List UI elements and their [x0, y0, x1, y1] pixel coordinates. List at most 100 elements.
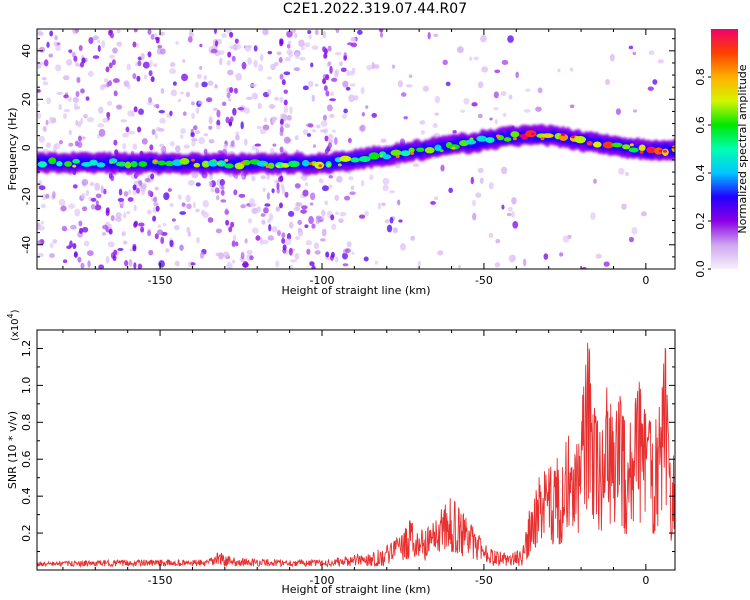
spectrogram-speckle — [340, 67, 347, 72]
spectrogram-speckle — [307, 123, 314, 128]
spectrogram-speckle — [410, 235, 416, 241]
spectrogram-streak — [147, 190, 152, 197]
spectrogram-streak — [229, 31, 234, 38]
spectrogram-speckle — [52, 191, 56, 199]
spectrogram-speckle — [142, 61, 150, 69]
spectrogram-speckle — [85, 189, 90, 196]
spectrogram-speckle — [160, 88, 165, 94]
spectrogram-speckle — [302, 128, 309, 136]
spectrogram-speckle — [515, 71, 519, 79]
spectrogram-streak — [77, 135, 82, 142]
spectrogram-speckle — [271, 117, 276, 125]
spectrogram-streak — [279, 118, 284, 125]
spectrogram-streak — [147, 29, 152, 35]
spectrogram-speckle — [122, 212, 127, 219]
spectrogram-speckle — [343, 55, 347, 61]
spectrogram-speckle — [38, 185, 46, 191]
spectrogram-speckle — [45, 142, 52, 148]
spectrogram-speckle — [283, 105, 289, 114]
spectrogram-speckle — [286, 232, 292, 240]
spectrogram-speckle — [63, 108, 71, 113]
spectrogram-speckle — [460, 109, 466, 113]
spectrogram-speckle — [199, 43, 203, 48]
spectrogram-speckle — [500, 90, 507, 97]
spectrogram-streak — [138, 180, 143, 187]
spectrogram-speckle — [377, 202, 382, 210]
spectrogram-speckle — [488, 232, 494, 239]
spectrogram-streak — [324, 135, 329, 142]
spectrogram-speckle — [226, 262, 233, 269]
spectrogram-speckle — [118, 188, 123, 196]
spectrogram-speckle — [190, 262, 196, 266]
spectrogram-speckle — [97, 39, 101, 44]
spectrogram-speckle — [403, 116, 408, 120]
spectrogram-speckle — [180, 128, 187, 135]
spectrogram-speckle — [169, 68, 177, 75]
spectrogram-streak — [148, 96, 153, 103]
spectrogram-speckle — [235, 73, 242, 81]
spectrogram-streak — [105, 66, 110, 73]
spectrogram-speckle — [379, 29, 384, 33]
spectrogram-speckle — [581, 266, 587, 269]
spectrogram-speckle — [523, 108, 531, 113]
spectrogram-streak — [112, 255, 117, 262]
spectrogram-speckle — [55, 45, 61, 52]
snr-y-tick-label: 0.2 — [20, 524, 33, 542]
spectrogram-speckle — [196, 73, 202, 79]
spectrogram-speckle — [146, 209, 152, 215]
spectrogram-speckle — [609, 53, 615, 62]
spectrogram-speckle — [295, 236, 300, 240]
spectrogram-speckle — [68, 49, 73, 54]
spectrogram-speckle — [183, 144, 190, 149]
spectrogram-speckle — [206, 97, 213, 103]
spectrogram-speckle — [329, 65, 333, 74]
snr-panel: -150 -100 -50 0 0.2 0.4 0.6 0.8 1.0 1.2 Height of… — [6, 309, 676, 596]
spectrogram-speckle — [157, 44, 163, 49]
spectrogram-streak — [105, 207, 110, 214]
spectrogram-speckle — [473, 56, 479, 61]
band-core — [350, 157, 360, 163]
spectrogram-speckle — [45, 97, 52, 105]
spectrogram-speckle — [42, 125, 47, 132]
spectrogram-speckle — [350, 185, 355, 191]
spectrogram-speckle — [311, 45, 319, 50]
spectrogram-speckle — [479, 177, 484, 184]
band-core — [179, 158, 190, 165]
spectrogram-speckle — [101, 232, 107, 236]
spectrogram-speckle — [68, 142, 74, 147]
band-core — [193, 162, 201, 168]
spectrogram-speckle — [338, 218, 344, 224]
spectrogram-speckle — [58, 140, 63, 145]
spectrogram-speckle — [191, 112, 195, 120]
spectrogram-speckle — [235, 241, 239, 247]
spectrogram-speckle — [127, 84, 131, 90]
spectrogram-speckle — [470, 176, 474, 185]
spectrogram-y-tick-label: -20 — [20, 187, 33, 205]
spectrogram-streak — [132, 184, 137, 191]
spectrogram-speckle — [90, 197, 97, 202]
spectrogram-speckle — [149, 60, 153, 68]
spectrogram-speckle — [657, 59, 665, 64]
spectrogram-speckle — [54, 35, 58, 41]
spectrogram-speckle — [215, 195, 220, 201]
spectrogram-speckle — [309, 192, 316, 201]
band-core — [646, 146, 657, 154]
band-core — [164, 160, 175, 167]
spectrogram-speckle — [494, 118, 498, 125]
spectrogram-speckle — [120, 119, 128, 123]
spectrogram-speckle — [315, 215, 322, 220]
spectrogram-speckle — [243, 107, 251, 114]
spectrogram-speckle — [228, 121, 233, 126]
spectrogram-streak — [279, 73, 284, 80]
spectrogram-speckle — [311, 223, 316, 229]
spectrogram-speckle — [284, 238, 292, 246]
spectrogram-speckle — [313, 242, 320, 250]
spectrogram-speckle — [242, 262, 249, 267]
spectrogram-speckle — [295, 202, 303, 207]
spectrogram-speckle — [89, 181, 95, 187]
colorbar-tick-label: 0.6 — [694, 116, 707, 134]
spectrogram-streak — [136, 75, 141, 82]
snr-x-axis-label: Height of straight line (km) — [281, 583, 430, 596]
band-core — [339, 155, 352, 162]
spectrogram-speckle — [388, 190, 396, 194]
